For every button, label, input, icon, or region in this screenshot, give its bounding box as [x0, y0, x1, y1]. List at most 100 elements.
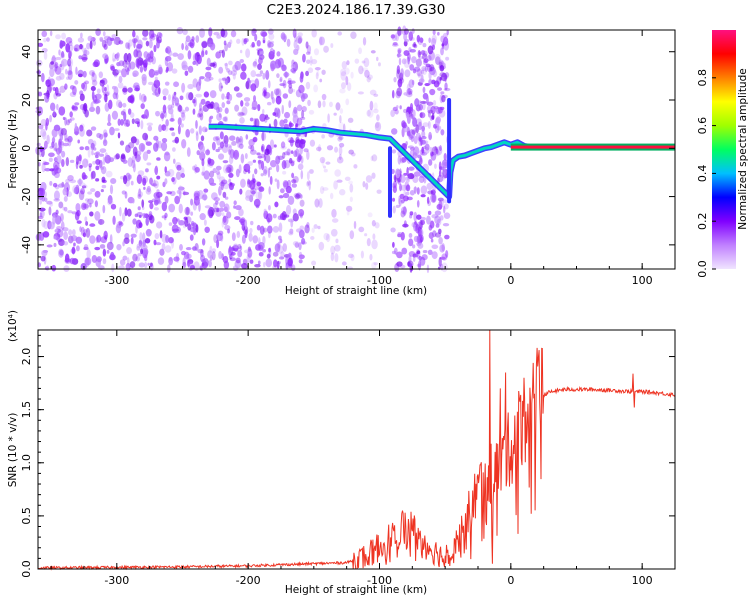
noise-speck	[64, 258, 71, 264]
noise-speck	[213, 197, 220, 202]
noise-speck	[256, 152, 261, 156]
noise-speck	[146, 122, 153, 126]
noise-speck	[241, 106, 248, 116]
noise-speck	[130, 237, 134, 245]
noise-speck	[130, 136, 137, 144]
noise-speck	[300, 169, 304, 180]
noise-speck	[241, 262, 248, 269]
noise-speck	[252, 136, 258, 143]
noise-speck	[272, 213, 277, 219]
noise-speck	[63, 231, 69, 240]
noise-speck	[58, 106, 66, 116]
noise-speck	[257, 159, 263, 164]
noise-speck	[82, 70, 87, 78]
noise-speck	[399, 174, 406, 183]
noise-speck	[142, 177, 147, 186]
noise-speck	[45, 122, 48, 131]
noise-speck	[364, 233, 368, 237]
noise-speck	[256, 224, 261, 231]
noise-speck	[37, 162, 41, 167]
noise-speck	[148, 211, 153, 217]
noise-speck	[144, 238, 151, 244]
noise-speck	[362, 181, 366, 188]
noise-speck	[254, 264, 261, 268]
noise-speck	[420, 139, 426, 145]
noise-speck	[245, 134, 249, 140]
noise-speck	[193, 164, 198, 174]
noise-speck	[104, 86, 107, 92]
noise-speck	[110, 65, 115, 71]
noise-speck	[292, 28, 297, 39]
noise-speck	[79, 164, 83, 169]
noise-speck	[296, 35, 303, 44]
noise-speck	[81, 56, 88, 61]
noise-speck	[154, 165, 159, 176]
noise-speck	[298, 139, 306, 149]
noise-speck	[102, 139, 108, 147]
noise-speck	[207, 250, 213, 259]
noise-speck	[345, 75, 349, 86]
noise-speck	[38, 124, 44, 130]
noise-speck	[144, 254, 148, 262]
noise-speck	[187, 83, 194, 90]
noise-speck	[371, 239, 378, 250]
noise-speck	[366, 238, 371, 247]
noise-speck	[422, 122, 429, 128]
noise-speck	[307, 67, 314, 74]
noise-speck	[402, 223, 409, 228]
noise-speck	[429, 64, 435, 72]
noise-speck	[168, 222, 173, 226]
noise-speck	[150, 33, 157, 38]
snr-marks	[37, 329, 676, 571]
noise-speck	[132, 218, 137, 225]
noise-speck	[156, 31, 162, 38]
noise-speck	[94, 190, 101, 198]
noise-speck	[313, 224, 318, 229]
noise-speck	[282, 192, 290, 199]
noise-speck	[291, 172, 295, 179]
noise-speck	[164, 245, 172, 253]
noise-speck	[65, 43, 71, 53]
noise-speck	[173, 91, 177, 96]
noise-speck	[416, 236, 420, 243]
noise-speck	[106, 84, 110, 92]
noise-speck	[373, 262, 378, 266]
noise-speck	[344, 176, 351, 181]
noise-speck	[187, 223, 192, 231]
noise-speck	[233, 200, 237, 206]
noise-speck	[333, 112, 337, 116]
noise-speck	[179, 95, 184, 101]
noise-speck	[405, 176, 409, 181]
noise-speck	[180, 123, 184, 128]
noise-speck	[434, 145, 438, 154]
noise-speck	[169, 127, 175, 131]
noise-speck	[142, 151, 149, 161]
noise-speck	[186, 147, 191, 158]
noise-speck	[413, 66, 421, 72]
noise-speck	[244, 102, 250, 107]
noise-speck	[410, 147, 415, 151]
noise-speck	[69, 117, 75, 121]
noise-speck	[277, 155, 284, 160]
noise-speck	[339, 153, 342, 161]
noise-speck	[401, 199, 405, 205]
noise-speck	[272, 226, 280, 233]
noise-speck	[124, 232, 130, 240]
noise-speck	[397, 26, 402, 37]
noise-speck	[92, 99, 99, 105]
noise-speck	[201, 194, 208, 201]
noise-speck	[331, 218, 339, 223]
noise-speck	[113, 73, 118, 78]
noise-speck	[71, 229, 76, 236]
noise-speck	[153, 167, 158, 174]
noise-speck	[408, 250, 416, 257]
noise-speck	[77, 73, 83, 78]
y-tick-label: 40	[20, 45, 33, 59]
noise-speck	[318, 198, 323, 208]
noise-speck	[41, 196, 46, 202]
noise-speck	[284, 111, 291, 119]
noise-speck	[262, 235, 266, 245]
noise-speck	[177, 53, 184, 61]
noise-speck	[263, 91, 271, 99]
noise-speck	[99, 244, 106, 249]
